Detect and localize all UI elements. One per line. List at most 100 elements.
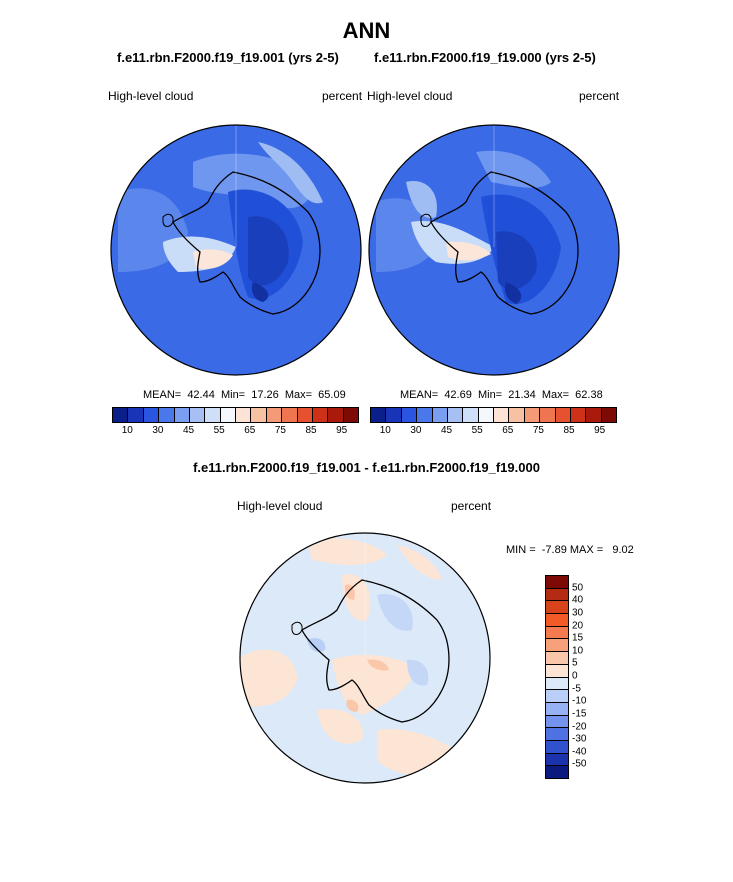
panel-2-colorbar-tick-label: 10 bbox=[379, 425, 391, 436]
diff-colorbar-swatch bbox=[546, 652, 568, 665]
diff-colorbar-swatch bbox=[546, 664, 568, 678]
panel-2-colorbar-swatch bbox=[570, 408, 587, 422]
diff-colorbar-tick-label: 30 bbox=[572, 607, 584, 619]
diff-colorbar-swatch bbox=[546, 614, 568, 627]
diff-colorbar-swatch bbox=[546, 677, 568, 691]
panel-2-colorbar bbox=[370, 407, 617, 423]
panel-2-colorbar-swatch bbox=[509, 408, 525, 422]
diff-colorbar-tick-label: -30 bbox=[572, 733, 587, 745]
diff-colorbar-tick-label: 10 bbox=[572, 645, 584, 657]
diff-colorbar-swatch bbox=[546, 639, 568, 653]
panel-1-colorbar-tick-label: 95 bbox=[336, 425, 348, 436]
panel-2-colorbar-swatch bbox=[555, 408, 571, 422]
diff-colorbar-tick-label: -20 bbox=[572, 721, 587, 732]
diff-colorbar-tick-label: 50 bbox=[572, 582, 584, 594]
panel-1-colorbar-swatch bbox=[251, 408, 267, 422]
diff-colorbar-tick-label: -10 bbox=[572, 695, 587, 707]
diff-units-label: percent bbox=[451, 499, 492, 513]
diff-colorbar-tick-label: 0 bbox=[572, 670, 578, 682]
panel-1-units-label: percent bbox=[322, 89, 363, 103]
panel-1-polar-map bbox=[110, 124, 362, 376]
panel-1-colorbar-swatch bbox=[236, 408, 252, 422]
panel-1-colorbar-swatch bbox=[189, 408, 206, 422]
panel-2-colorbar-tick-label: 85 bbox=[563, 425, 575, 436]
panel-2-variable-label: High-level cloud bbox=[367, 89, 453, 103]
panel-2-units-label: percent bbox=[579, 89, 620, 103]
panel-2-colorbar-swatch bbox=[478, 408, 494, 422]
panel-1-colorbar-tick-label: 65 bbox=[244, 425, 256, 436]
panel-1-colorbar-tick-label: 75 bbox=[274, 425, 286, 436]
panel-2-colorbar-tick-label: 95 bbox=[594, 425, 606, 436]
panel-2-colorbar-swatch bbox=[371, 408, 387, 422]
panel-2-polar-map bbox=[368, 124, 620, 376]
diff-colorbar-tick-label: 40 bbox=[572, 594, 584, 606]
diff-colorbar-tick-label: -15 bbox=[572, 708, 587, 720]
panel-1-colorbar-tick-label: 30 bbox=[152, 425, 164, 436]
panel-1-colorbar-swatch bbox=[205, 408, 221, 422]
panel-1-colorbar-swatch bbox=[312, 408, 329, 422]
panel-2-colorbar-swatch bbox=[432, 408, 448, 422]
diff-colorbar-swatch bbox=[546, 766, 568, 778]
panel-1-colorbar-swatch bbox=[174, 408, 190, 422]
panel-2-case-title: f.e11.rbn.F2000.f19_f19.000 (yrs 2-5) bbox=[374, 50, 596, 65]
panel-1-colorbar-tick-label: 10 bbox=[121, 425, 133, 436]
diff-colorbar-tick-label: 20 bbox=[572, 620, 584, 631]
panel-2-colorbar-swatch bbox=[601, 408, 616, 422]
diff-colorbar-tick-label: -40 bbox=[572, 746, 587, 758]
diff-colorbar-swatch bbox=[546, 690, 568, 703]
panel-2-colorbar-swatch bbox=[524, 408, 541, 422]
difference-title: f.e11.rbn.F2000.f19_f19.001 - f.e11.rbn.… bbox=[193, 460, 540, 475]
diff-colorbar-swatch bbox=[546, 576, 568, 589]
panel-1-case-title: f.e11.rbn.F2000.f19_f19.001 (yrs 2-5) bbox=[117, 50, 339, 65]
panel-1-colorbar-swatch bbox=[113, 408, 129, 422]
panel-1-colorbar-swatch bbox=[128, 408, 144, 422]
diff-colorbar-tick-label: -5 bbox=[572, 683, 581, 695]
panel-2-colorbar-swatch bbox=[494, 408, 510, 422]
diff-colorbar bbox=[545, 575, 569, 779]
panel-1-variable-label: High-level cloud bbox=[108, 89, 194, 103]
diff-colorbar-swatch bbox=[546, 702, 568, 716]
diff-colorbar-swatch bbox=[546, 753, 568, 767]
panel-1-colorbar-swatch bbox=[328, 408, 344, 422]
diff-colorbar-ticks: 50 40 30 20 15 10 5 0 -5 -10 -15 -20 -30 -40 -50 bbox=[572, 575, 602, 777]
difference-polar-map bbox=[239, 532, 491, 784]
diff-colorbar-tick-label: 15 bbox=[572, 632, 584, 644]
panel-2-colorbar-swatch bbox=[586, 408, 602, 422]
panel-1-colorbar-swatch bbox=[220, 408, 236, 422]
panel-1-colorbar-tick-label: 45 bbox=[183, 425, 195, 436]
diff-colorbar-tick-label: -50 bbox=[572, 758, 587, 770]
panel-2-colorbar-tick-label: 55 bbox=[471, 425, 483, 436]
panel-2-colorbar-swatch bbox=[386, 408, 402, 422]
diff-colorbar-swatch bbox=[546, 740, 568, 754]
diff-variable-label: High-level cloud bbox=[237, 499, 323, 513]
panel-1-colorbar bbox=[112, 407, 359, 423]
panel-2-colorbar-swatch bbox=[417, 408, 433, 422]
panel-2-colorbar-tick-label: 30 bbox=[410, 425, 422, 436]
panel-1-colorbar-swatch bbox=[143, 408, 160, 422]
panel-2-colorbar-swatch bbox=[447, 408, 464, 422]
panel-2-colorbar-swatch bbox=[540, 408, 556, 422]
panel-1-colorbar-ticks: 10 30 45 55 65 75 85 95 bbox=[112, 425, 357, 439]
diff-colorbar-swatch bbox=[546, 601, 568, 615]
panel-1-colorbar-swatch bbox=[266, 408, 283, 422]
panel-2-stats: MEAN= 42.69 Min= 21.34 Max= 62.38 bbox=[400, 389, 603, 401]
diff-colorbar-swatch bbox=[546, 728, 568, 741]
diff-colorbar-swatch bbox=[546, 715, 568, 729]
panel-1-colorbar-tick-label: 85 bbox=[305, 425, 317, 436]
panel-2-colorbar-swatch bbox=[401, 408, 418, 422]
diff-colorbar-tick-label: 5 bbox=[572, 657, 578, 669]
panel-1-colorbar-swatch bbox=[282, 408, 298, 422]
panel-2-colorbar-ticks: 10 30 45 55 65 75 85 95 bbox=[370, 425, 615, 439]
panel-2-colorbar-tick-label: 45 bbox=[441, 425, 453, 436]
panel-1-colorbar-swatch bbox=[343, 408, 358, 422]
panel-2-colorbar-swatch bbox=[463, 408, 479, 422]
panel-2-colorbar-tick-label: 65 bbox=[502, 425, 514, 436]
diff-colorbar-swatch bbox=[546, 626, 568, 640]
panel-1-colorbar-swatch bbox=[159, 408, 175, 422]
panel-1-colorbar-swatch bbox=[297, 408, 313, 422]
panel-1-colorbar-tick-label: 55 bbox=[213, 425, 225, 436]
panel-2-colorbar-tick-label: 75 bbox=[532, 425, 544, 436]
season-title: ANN bbox=[342, 18, 391, 43]
panel-1-stats: MEAN= 42.44 Min= 17.26 Max= 65.09 bbox=[143, 389, 346, 401]
diff-stats: MIN = -7.89 MAX = 9.02 bbox=[506, 544, 634, 556]
